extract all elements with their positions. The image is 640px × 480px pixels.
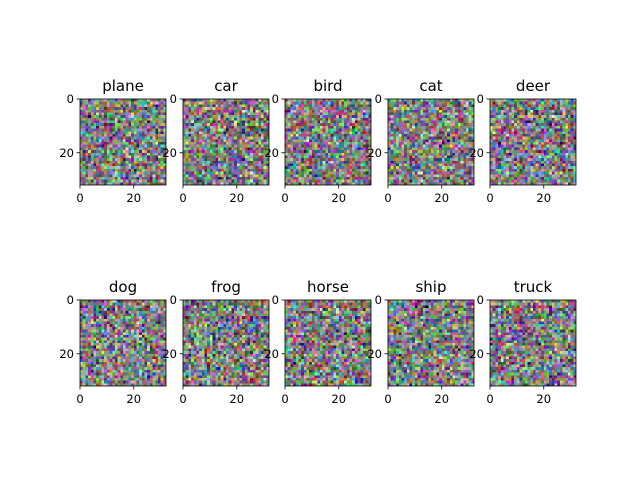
y-tick-label: 0: [170, 293, 177, 307]
subplot-title: plane: [102, 77, 144, 95]
x-tick-label: 0: [179, 191, 186, 205]
noise-image: [285, 300, 372, 387]
y-tick-label: 0: [477, 92, 484, 106]
noise-image: [490, 300, 577, 387]
y-tick-label: 20: [469, 347, 484, 361]
y-tick-label: 0: [170, 92, 177, 106]
x-tick-label: 20: [434, 392, 449, 406]
subplot-title: deer: [516, 77, 551, 95]
y-tick-label: 20: [264, 146, 279, 160]
subplot-car: car 0 20 0 20: [162, 77, 270, 205]
y-tick-label: 0: [272, 293, 279, 307]
subplot-bird: bird 0 20 0 20: [264, 77, 372, 205]
x-tick-label: 0: [76, 392, 83, 406]
axes-frame: [79, 299, 167, 387]
x-tick-label: 0: [486, 392, 493, 406]
noise-image: [80, 300, 167, 387]
subplot-ship: ship 0 20 0 20: [367, 278, 475, 406]
axes-frame: [489, 299, 577, 387]
subplot-frog: frog 0 20 0 20: [162, 278, 270, 406]
x-tick-label: 0: [486, 191, 493, 205]
x-tick-label: 20: [229, 392, 244, 406]
y-tick-label: 0: [67, 293, 74, 307]
y-tick-label: 20: [469, 146, 484, 160]
axes-frame: [284, 299, 372, 387]
x-tick-label: 0: [179, 392, 186, 406]
x-tick-label: 20: [434, 191, 449, 205]
axes-frame: [284, 98, 372, 186]
noise-image: [183, 99, 270, 186]
subplot-plane: plane 0 20 0 20: [59, 77, 167, 205]
x-tick-label: 0: [384, 392, 391, 406]
subplot-title: dog: [109, 278, 137, 296]
noise-image: [388, 99, 475, 186]
y-tick-label: 0: [67, 92, 74, 106]
y-tick-label: 0: [477, 293, 484, 307]
subplot-deer: deer 0 20 0 20: [469, 77, 577, 205]
noise-image: [285, 99, 372, 186]
y-tick-label: 20: [367, 146, 382, 160]
subplot-title: bird: [313, 77, 342, 95]
y-tick-label: 20: [59, 146, 74, 160]
noise-image: [388, 300, 475, 387]
subplot-cat: cat 0 20 0 20: [367, 77, 475, 205]
y-tick-label: 20: [162, 347, 177, 361]
y-tick-label: 0: [375, 92, 382, 106]
subplot-truck: truck 0 20 0 20: [469, 278, 577, 406]
x-tick-label: 20: [229, 191, 244, 205]
y-tick-label: 20: [162, 146, 177, 160]
y-tick-label: 20: [264, 347, 279, 361]
axes-frame: [387, 98, 475, 186]
axes-frame: [182, 299, 270, 387]
y-tick-label: 0: [272, 92, 279, 106]
x-tick-label: 20: [536, 191, 551, 205]
noise-image: [80, 99, 167, 186]
subplot-title: frog: [211, 278, 241, 296]
axes-frame: [489, 98, 577, 186]
subplot-title: horse: [307, 278, 349, 296]
x-tick-label: 0: [384, 191, 391, 205]
x-tick-label: 0: [76, 191, 83, 205]
y-tick-label: 0: [375, 293, 382, 307]
x-tick-label: 0: [281, 392, 288, 406]
subplot-title: cat: [419, 77, 442, 95]
x-tick-label: 20: [126, 191, 141, 205]
x-tick-label: 0: [281, 191, 288, 205]
subplot-horse: horse 0 20 0 20: [264, 278, 372, 406]
y-tick-label: 20: [59, 347, 74, 361]
x-tick-label: 20: [331, 392, 346, 406]
subplot-title: car: [214, 77, 238, 95]
axes-frame: [79, 98, 167, 186]
x-tick-label: 20: [536, 392, 551, 406]
axes-frame: [182, 98, 270, 186]
subplot-title: truck: [514, 278, 553, 296]
subplot-dog: dog 0 20 0 20: [59, 278, 167, 406]
x-tick-label: 20: [126, 392, 141, 406]
x-tick-label: 20: [331, 191, 346, 205]
subplot-title: ship: [415, 278, 446, 296]
noise-image: [183, 300, 270, 387]
axes-frame: [387, 299, 475, 387]
noise-image: [490, 99, 577, 186]
y-tick-label: 20: [367, 347, 382, 361]
